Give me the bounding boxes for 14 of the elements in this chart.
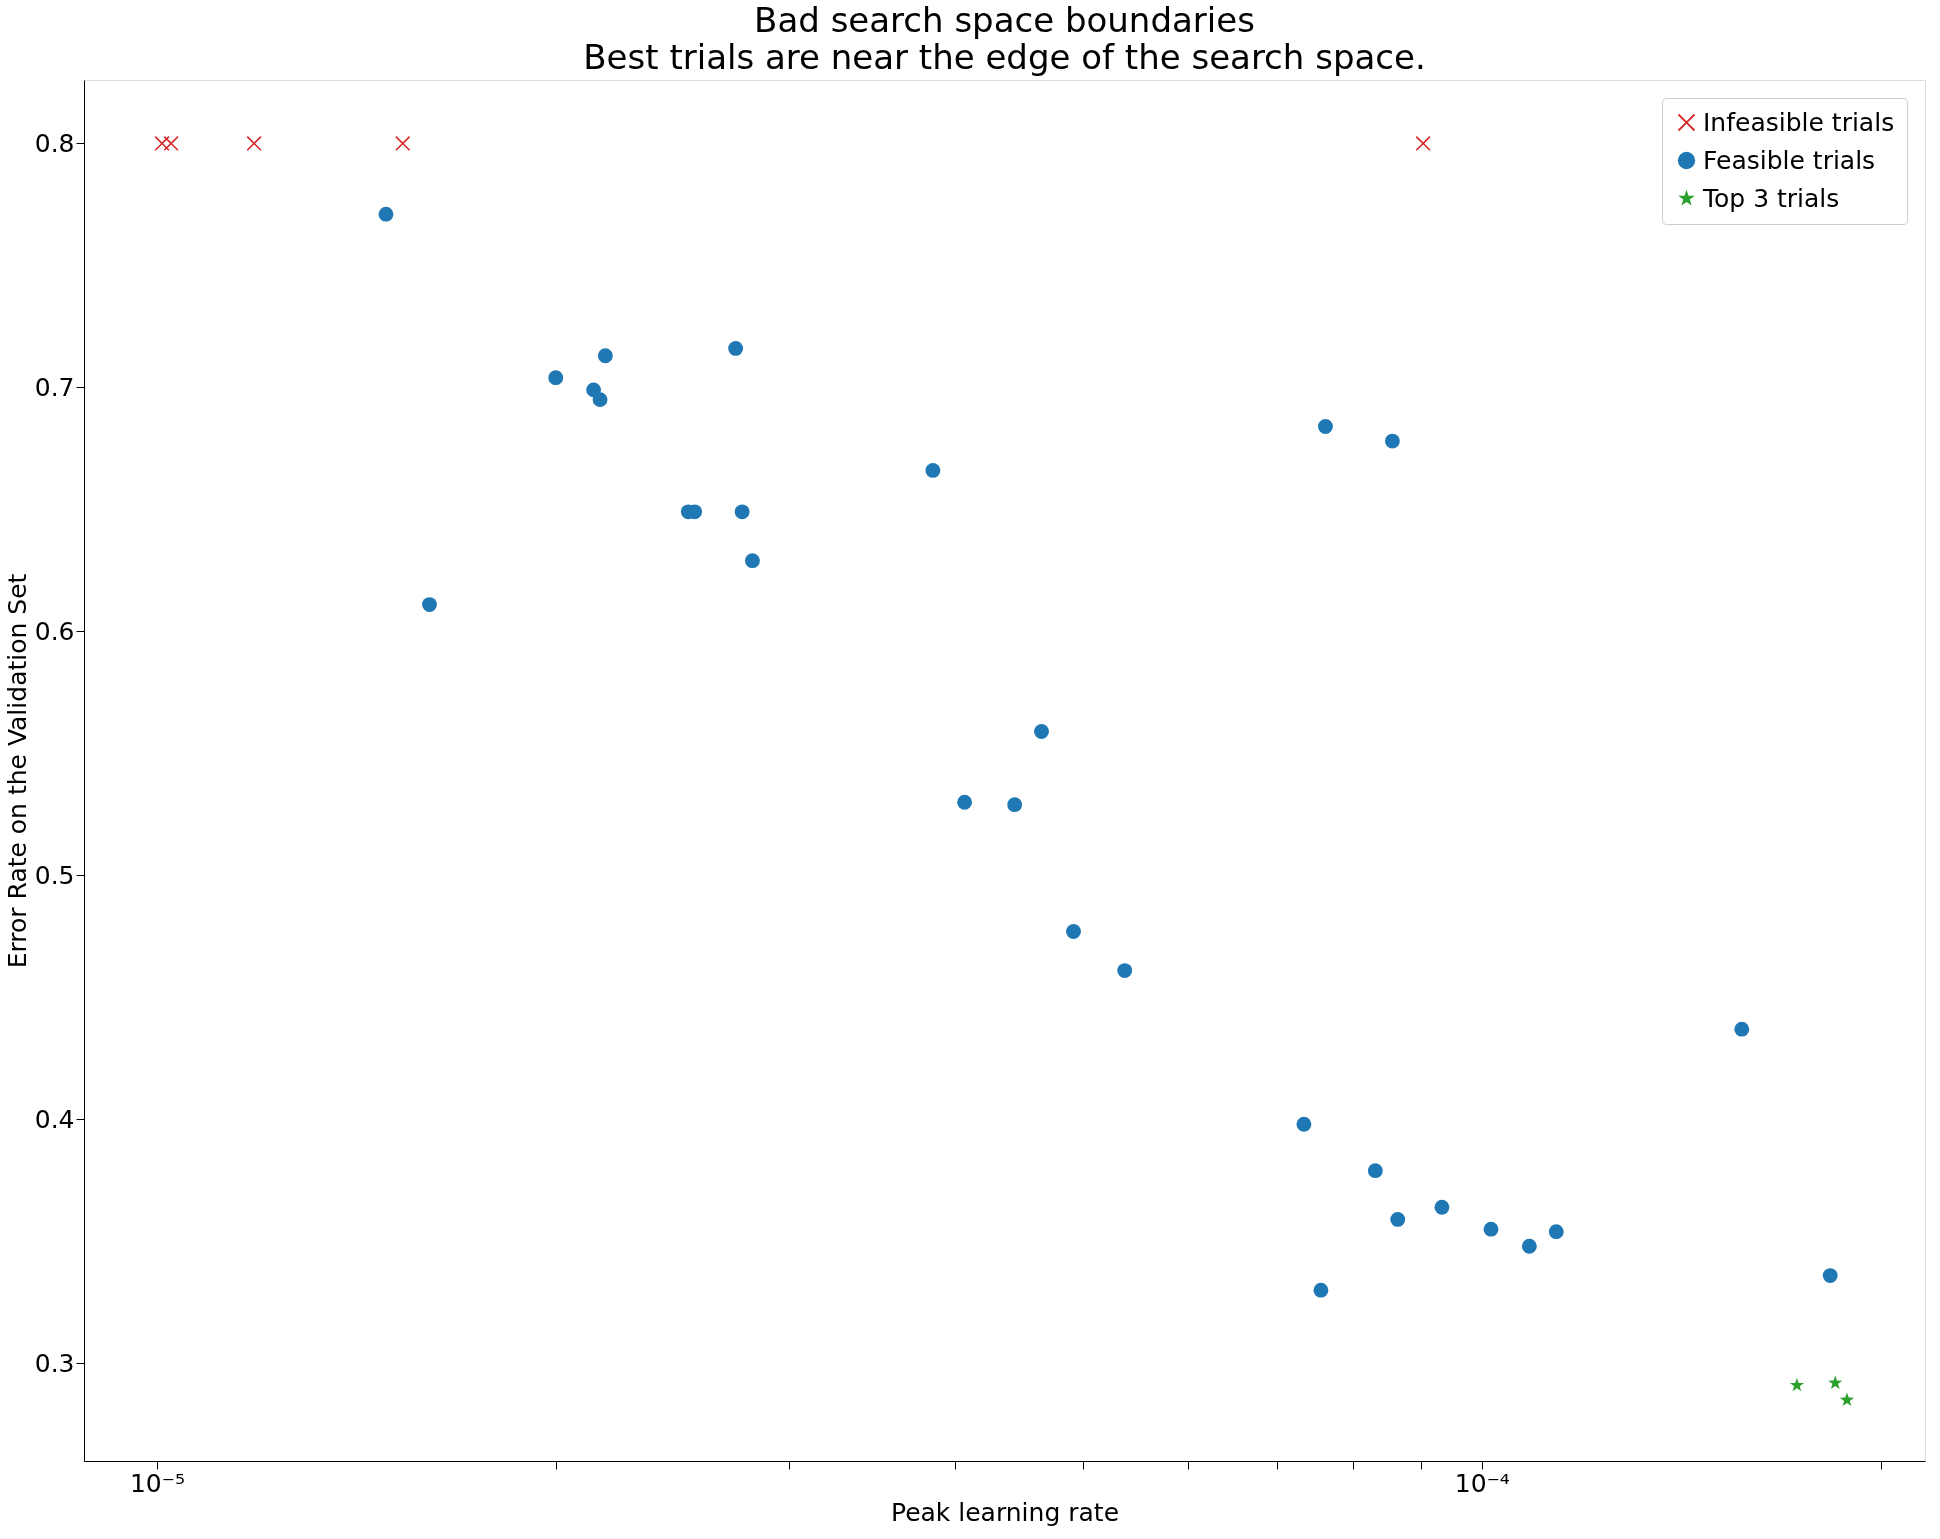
x-axis-title: Peak learning rate <box>890 1497 1120 1527</box>
x-tick-label: 10⁻⁴ <box>1454 1468 1510 1498</box>
y-tick-label: 0.5 <box>34 860 75 890</box>
legend-label: Feasible trials <box>1703 145 1876 175</box>
y-tick-label: 0.6 <box>34 616 75 646</box>
legend-label: Top 3 trials <box>1702 183 1840 213</box>
y-tick-label: 0.4 <box>34 1104 75 1134</box>
x-tick-label: 10⁻⁵ <box>129 1468 185 1498</box>
chart-title: Bad search space boundaries <box>754 0 1255 40</box>
y-axis-title: Error Rate on the Validation Set <box>2 573 32 969</box>
y-tick-label: 0.3 <box>34 1348 75 1378</box>
y-tick-label: 0.8 <box>34 128 75 158</box>
y-tick-label: 0.7 <box>34 372 75 402</box>
legend-label: Infeasible trials <box>1703 107 1895 137</box>
